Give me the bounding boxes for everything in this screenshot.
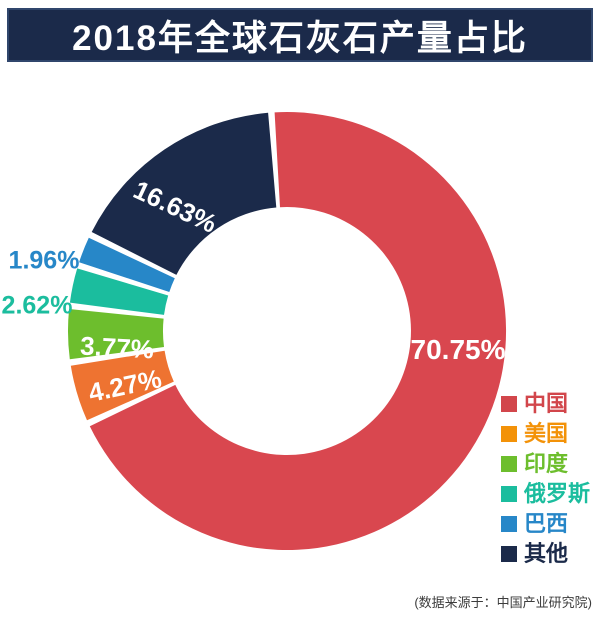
legend-label-usa: 美国: [524, 421, 569, 446]
slice-india[interactable]: [67, 309, 164, 360]
legend-label-india: 印度: [524, 451, 569, 476]
legend-label-russia: 俄罗斯: [524, 481, 591, 506]
legend-swatch-india: [501, 456, 517, 472]
legend-swatch-brazil: [501, 516, 517, 532]
slice-russia[interactable]: [69, 268, 169, 315]
legend-item-usa[interactable]: 美国: [501, 419, 590, 449]
chart-title-banner: 2018年全球石灰石产量占比: [7, 8, 593, 62]
legend-swatch-other: [501, 546, 517, 562]
chart-legend: 中国美国印度俄罗斯巴西其他: [501, 389, 590, 569]
legend-item-india[interactable]: 印度: [501, 449, 590, 479]
legend-item-other[interactable]: 其他: [501, 539, 590, 569]
slice-other[interactable]: [91, 112, 277, 275]
legend-item-china[interactable]: 中国: [501, 389, 590, 419]
slice-brazil[interactable]: [79, 237, 175, 292]
legend-label-china: 中国: [524, 391, 569, 416]
legend-item-russia[interactable]: 俄罗斯: [501, 479, 590, 509]
legend-swatch-china: [501, 396, 517, 412]
chart-title: 2018年全球石灰石产量占比: [72, 18, 528, 58]
slice-china[interactable]: [89, 112, 507, 551]
legend-item-brazil[interactable]: 巴西: [501, 509, 590, 539]
legend-label-other: 其他: [524, 541, 569, 566]
legend-swatch-usa: [501, 426, 517, 442]
legend-label-brazil: 巴西: [524, 511, 569, 536]
slice-usa[interactable]: [70, 350, 174, 421]
source-note: (数据来源于：中国产业研究院): [414, 595, 592, 610]
legend-swatch-russia: [501, 486, 517, 502]
